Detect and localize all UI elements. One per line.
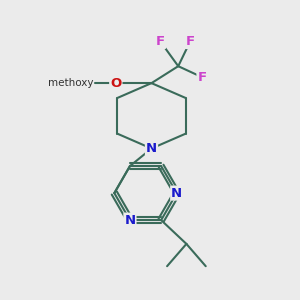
Text: N: N	[171, 187, 182, 200]
Text: methoxy: methoxy	[48, 78, 94, 88]
Text: F: F	[197, 71, 207, 84]
Text: F: F	[156, 35, 165, 48]
Text: O: O	[110, 76, 122, 90]
Text: N: N	[146, 142, 157, 155]
Text: N: N	[124, 214, 136, 226]
Text: F: F	[186, 35, 195, 48]
